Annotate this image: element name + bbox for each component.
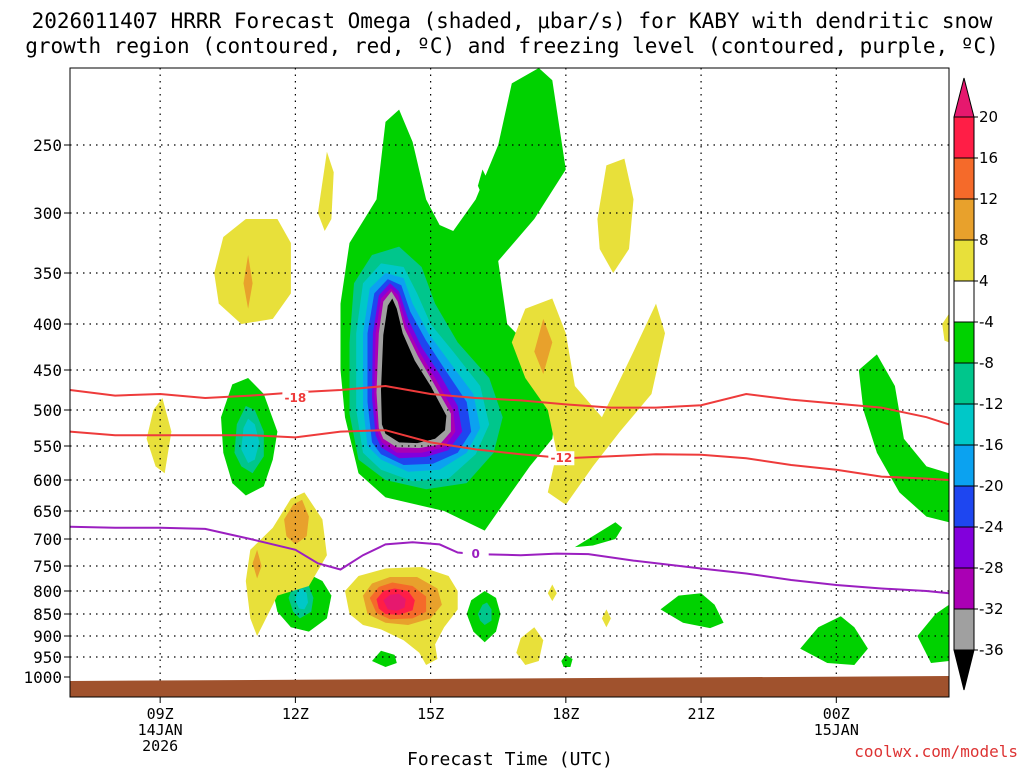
omega-region-4-41 [601,609,611,628]
y-tick-label-400: 400 [33,315,62,334]
colorbar-label-13: -36 [979,641,1004,659]
omega-region-neg4-24 [477,169,490,203]
omega-region-neg4-17 [858,354,949,523]
contour-label-dgz-18: -18 [285,391,307,405]
colorbar-swatch-12 [953,608,975,651]
colorbar-swatch-4 [953,280,975,323]
y-tick-label-450: 450 [33,361,62,380]
credit-text: coolwx.com/models [854,742,1018,761]
colorbar-label-8: -16 [979,436,1004,454]
colorbar-swatch-9 [953,485,975,528]
contour-label-bg-dgz-18 [282,391,309,405]
x-tick-label-2026: 2026 [142,737,178,755]
colorbar-swatch-2 [953,198,975,241]
x-axis-title: Forecast Time (UTC) [407,749,613,768]
y-tick-label-800: 800 [33,582,62,601]
y-tick-label-850: 850 [33,605,62,624]
colorbar-swatch-7 [953,403,975,446]
colorbar-swatch-0 [953,116,975,159]
x-tick-label-09Z: 09Z [147,705,174,723]
y-tick-label-1000: 1000 [23,668,62,687]
ground-fill [70,676,949,697]
x-tick-label-21Z: 21Z [688,705,715,723]
colorbar-label-10: -24 [979,518,1004,536]
x-tick-label-18Z: 18Z [552,705,579,723]
contour-dgz-12 [69,429,950,481]
contour-dgz-18 [69,384,950,426]
omega-region-neg12-14 [295,588,308,610]
x-tick-label-15Z: 15Z [417,705,444,723]
omega-region-4-28 [597,158,634,273]
y-tick-label-900: 900 [33,627,62,646]
contour-label-bg-dgz-12 [548,451,575,466]
y-tick-label-500: 500 [33,401,62,420]
plot-frame [69,67,950,698]
omega-region-neg4-21 [917,604,949,663]
chart-title-line-2: growth region (contoured, red, ºC) and f… [25,34,999,58]
colorbar-swatch-5 [953,321,975,364]
omega-region-8-31 [534,318,553,374]
colorbar-label-4: 4 [979,272,989,290]
omega-shaded-regions [146,68,949,667]
colorbar-bottom-arrow [953,649,975,691]
y-tick-label-550: 550 [33,437,62,456]
colorbar-swatch-11 [953,567,975,610]
contour-label-dgz-12: -12 [550,451,572,465]
colorbar-swatch-8 [953,444,975,487]
colorbar-label-9: -20 [979,477,1004,495]
omega-region-neg4-19 [660,593,724,629]
omega-region-8-26 [243,255,253,309]
colorbar-swatch-3 [953,239,975,282]
colorbar-label-3: 8 [979,231,989,249]
colorbar-label-1: 16 [979,149,998,167]
colorbar-label-5: -4 [979,313,994,331]
omega-region-4-27 [317,151,334,231]
omega-region-neg8-16 [477,602,492,625]
omega-region-neg4-23 [561,654,573,667]
omega-region-4-42 [547,584,557,602]
omega-region-4-40 [516,627,544,665]
y-tick-label-750: 750 [33,557,62,576]
x-tick-label-00Z: 00Z [823,705,850,723]
colorbar-label-2: 12 [979,190,998,208]
y-tick-label-950: 950 [33,648,62,667]
colorbar-label-0: 20 [979,108,998,126]
y-tick-label-650: 650 [33,502,62,521]
omega-region-8-33 [284,499,309,545]
omega-region-4-43 [942,313,949,343]
x-tick-label-12Z: 12Z [282,705,309,723]
y-tick-label-350: 350 [33,264,62,283]
contour-lines: -18 -12 0 [69,384,950,595]
omega-region-neg4-20 [800,616,868,665]
contour-freezing-0 [69,525,950,595]
colorbar-swatch-6 [953,362,975,405]
dotted-gridlines [70,68,949,697]
y-axis-pressure-ticks: 250 300 350 400 450 500 550 600 650 700 750 800 850 9… [23,136,70,687]
y-tick-label-600: 600 [33,471,62,490]
colorbar-label-6: -8 [979,354,994,372]
contour-label-freezing-0: 0 [472,547,480,561]
y-tick-label-700: 700 [33,530,62,549]
x-tick-label-15JAN: 15JAN [814,721,859,739]
y-tick-label-250: 250 [33,136,62,155]
x-tick-label-14JAN: 14JAN [138,721,183,739]
omega-colorbar: 20 16 12 8 4 -4 -8 -12 -16 -20 -24 -28 -32 -36 [953,77,1004,691]
omega-region-4-25 [214,219,291,324]
omega-region-8-34 [252,549,262,579]
colorbar-label-7: -12 [979,395,1004,413]
colorbar-swatch-10 [953,526,975,569]
colorbar-label-11: -28 [979,559,1004,577]
omega-region-neg4-22 [372,650,397,667]
chart-title-line-1: 2026011407 HRRR Forecast Omega (shaded, … [32,9,993,33]
colorbar-label-12: -32 [979,600,1004,618]
omega-region-neg12-11 [241,418,260,463]
omega-region-20-39 [383,593,406,611]
y-tick-label-300: 300 [33,204,62,223]
ground-surface [70,676,949,697]
omega-region-neg4-18 [574,522,623,548]
contour-label-bg-freezing-0 [462,547,489,562]
colorbar-swatch-1 [953,157,975,200]
